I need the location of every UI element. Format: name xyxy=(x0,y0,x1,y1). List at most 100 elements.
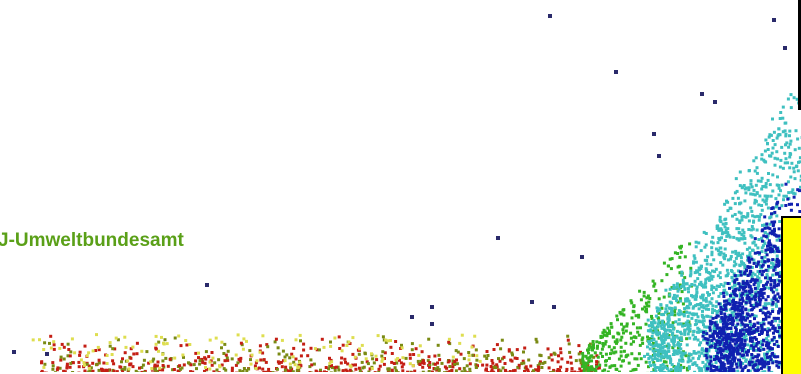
scatter-point xyxy=(436,362,439,365)
scatter-point xyxy=(629,332,632,335)
scatter-point xyxy=(167,365,170,368)
scatter-outlier xyxy=(496,236,500,240)
scatter-point xyxy=(760,362,763,365)
scatter-point xyxy=(733,292,736,295)
scatter-point xyxy=(632,322,635,325)
scatter-point xyxy=(278,353,281,356)
scatter-point xyxy=(753,317,756,320)
scatter-point xyxy=(773,279,776,282)
scatter-point xyxy=(749,301,752,304)
scatter-point xyxy=(764,276,767,279)
scatter-point xyxy=(740,212,743,215)
scatter-point xyxy=(256,359,259,362)
scatter-point xyxy=(784,143,787,146)
scatter-point xyxy=(711,270,714,273)
scatter-point xyxy=(678,309,681,312)
scatter-point xyxy=(226,357,229,360)
scatter-point xyxy=(84,345,87,348)
scatter-point xyxy=(772,139,775,142)
scatter-point xyxy=(700,352,703,355)
scatter-point xyxy=(719,219,722,222)
scatter-point xyxy=(772,325,775,328)
scatter-point xyxy=(187,361,190,364)
scatter-point xyxy=(571,367,574,370)
scatter-point xyxy=(741,323,744,326)
scatter-point xyxy=(729,327,732,330)
scatter-point xyxy=(723,332,726,335)
scatter-point xyxy=(557,360,560,363)
scatter-point xyxy=(605,353,608,356)
scatter-point xyxy=(636,357,639,360)
scatter-point xyxy=(735,294,738,297)
scatter-point xyxy=(764,150,767,153)
scatter-point xyxy=(696,327,699,330)
scatter-point xyxy=(740,274,743,277)
scatter-point xyxy=(484,369,487,372)
scatter-point xyxy=(687,323,690,326)
scatter-point xyxy=(215,337,218,340)
scatter-point xyxy=(616,340,619,343)
scatter-point xyxy=(688,353,691,356)
scatter-point xyxy=(777,284,780,287)
scatter-point xyxy=(236,361,239,364)
scatter-point xyxy=(560,357,563,360)
scatter-point xyxy=(658,368,661,371)
scatter-point xyxy=(770,221,773,224)
scatter-point xyxy=(575,359,578,362)
scatter-point xyxy=(650,315,653,318)
scatter-outlier xyxy=(12,350,16,354)
scatter-point xyxy=(737,227,740,230)
scatter-point xyxy=(157,361,160,364)
scatter-point xyxy=(747,256,750,259)
scatter-point xyxy=(789,143,792,146)
scatter-point xyxy=(169,358,172,361)
scatter-point xyxy=(725,274,728,277)
scatter-point xyxy=(729,350,732,353)
scatter-point xyxy=(747,313,750,316)
scatter-point xyxy=(725,335,728,338)
scatter-point xyxy=(724,303,727,306)
scatter-point xyxy=(697,357,700,360)
scatter-point xyxy=(666,333,669,336)
scatter-point xyxy=(738,288,741,291)
scatter-point xyxy=(741,306,744,309)
scatter-point xyxy=(91,362,94,365)
scatter-point xyxy=(106,362,109,365)
scatter-point xyxy=(782,198,785,201)
scatter-point xyxy=(743,199,746,202)
scatter-point xyxy=(604,364,607,367)
scatter-point xyxy=(771,190,774,193)
scatter-point xyxy=(570,362,573,365)
scatter-point xyxy=(762,234,765,237)
scatter-point xyxy=(742,262,745,265)
scatter-point xyxy=(648,297,651,300)
scatter-point xyxy=(759,309,762,312)
scatter-point xyxy=(718,237,721,240)
scatter-point xyxy=(289,366,292,369)
scatter-point xyxy=(261,368,264,371)
scatter-point xyxy=(310,363,313,366)
scatter-point xyxy=(568,342,571,345)
scatter-point xyxy=(412,353,415,356)
scatter-point xyxy=(714,346,717,349)
scatter-point xyxy=(242,337,245,340)
scatter-point xyxy=(559,347,562,350)
scatter-point xyxy=(566,335,569,338)
scatter-point xyxy=(535,341,538,344)
scatter-point xyxy=(630,337,633,340)
scatter-point xyxy=(651,358,654,361)
scatter-point xyxy=(724,282,727,285)
scatter-point xyxy=(734,326,737,329)
scatter-point xyxy=(211,364,214,367)
scatter-point xyxy=(302,343,305,346)
scatter-point xyxy=(123,368,126,371)
scatter-point xyxy=(754,170,757,173)
scatter-point xyxy=(795,165,798,168)
scatter-point xyxy=(789,153,792,156)
scatter-point xyxy=(277,346,280,349)
scatter-point xyxy=(388,367,391,370)
scatter-point xyxy=(733,348,736,351)
scatter-point xyxy=(471,346,474,349)
scatter-point xyxy=(688,337,691,340)
scatter-point xyxy=(660,327,663,330)
